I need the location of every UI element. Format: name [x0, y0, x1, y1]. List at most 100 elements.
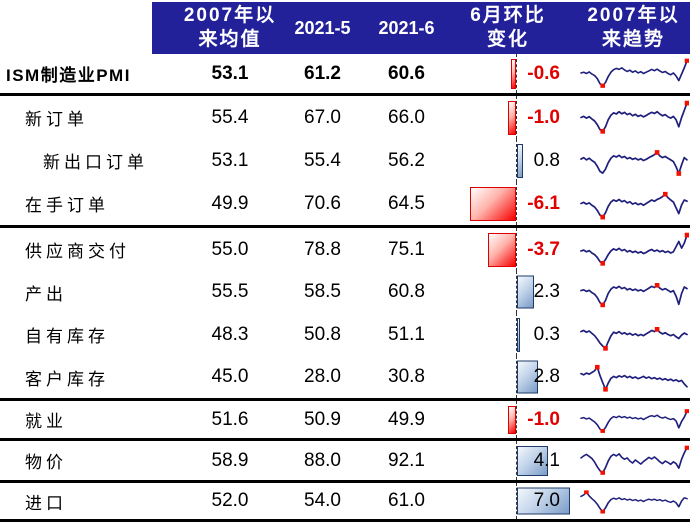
col-header-mom-change-line1: 6月环比: [470, 5, 546, 26]
mom-change-cell: 0.3: [448, 313, 577, 356]
extreme-marker: [599, 83, 605, 88]
value-avg: 48.3: [211, 323, 249, 345]
mom-change-cell: 0.8: [448, 139, 577, 182]
mom-change-value: 2.3: [533, 281, 560, 302]
extreme-marker: [599, 509, 605, 514]
value-m5: 67.0: [304, 106, 341, 128]
extreme-marker: [594, 364, 600, 370]
extreme-marker: [684, 445, 689, 450]
trend-sparkline-cell: [577, 313, 690, 356]
trend-sparkline: [579, 326, 688, 351]
mom-change-value: 4.1: [533, 449, 560, 471]
value-avg: 45.0: [211, 366, 249, 387]
extreme-marker: [654, 150, 659, 155]
value-avg: 52.0: [211, 490, 249, 511]
mom-change-bar: [517, 445, 549, 476]
table-header: 2007年以 来均值 2021-5 2021-6 6月环比 变化 2007年以 …: [0, 0, 690, 54]
table-row: 新订单 55.4 67.0 66.0 -1.0: [0, 96, 690, 139]
trend-sparkline: [579, 58, 689, 88]
col-header-avg-line2: 来均值: [198, 29, 262, 50]
zero-axis-line: [516, 441, 517, 480]
row-label: 在手订单: [25, 196, 109, 215]
mom-change-value: -1.0: [527, 408, 560, 430]
mom-change-cell: 2.3: [448, 271, 577, 313]
table-row: ISM制造业PMI 53.1 61.2 60.6 -0.6: [0, 54, 690, 93]
value-m5: 58.5: [304, 281, 341, 302]
value-m6: 60.8: [388, 281, 425, 302]
value-avg: 51.6: [211, 408, 249, 430]
mom-change-bar: [508, 100, 516, 135]
group-separator: [0, 398, 690, 401]
trend-sparkline-cell: [577, 356, 690, 398]
trend-sparkline: [579, 100, 689, 134]
col-header-avg-line1: 2007年以: [183, 5, 277, 26]
table-row: 在手订单 49.9 70.6 64.5 -6.1: [0, 182, 690, 225]
extreme-marker: [654, 326, 659, 332]
extreme-marker: [602, 345, 608, 351]
table-row: 新出口订单 53.1 55.4 56.2 0.8: [0, 139, 690, 182]
value-m5: 54.0: [304, 490, 341, 511]
mom-change-cell: 7.0: [448, 483, 577, 519]
zero-axis-line: [516, 401, 517, 438]
value-avg: 49.9: [211, 192, 249, 214]
zero-axis-line: [516, 356, 517, 398]
trend-sparkline: [579, 445, 689, 475]
extreme-marker: [684, 409, 689, 414]
zero-axis-line: [516, 182, 517, 225]
extreme-marker: [599, 260, 605, 266]
zero-axis-line: [516, 54, 517, 93]
row-label: 客户库存: [25, 369, 109, 389]
extreme-marker: [599, 428, 605, 433]
value-m5: 50.9: [304, 408, 341, 430]
value-m5: 78.8: [304, 238, 341, 260]
row-label: ISM制造业PMI: [6, 66, 131, 85]
col-header-trend-since-2007: 2007年以 来趋势: [577, 2, 690, 54]
row-label: 物价: [25, 453, 67, 472]
header-background: [152, 2, 690, 54]
trend-sparkline: [579, 150, 688, 176]
row-label: 供应商交付: [25, 242, 130, 261]
row-label: 进口: [25, 493, 67, 513]
row-label: 新订单: [25, 110, 88, 129]
table-body: ISM制造业PMI 53.1 61.2 60.6 -0.6 新订单 55.4 67.0 66.0…: [0, 54, 690, 522]
value-m5: 70.6: [304, 192, 341, 214]
col-header-trend-line2: 来趋势: [601, 29, 665, 50]
col-header-mom-change: 6月环比 变化: [448, 2, 568, 54]
col-header-2021-6: 2021-6: [378, 18, 435, 38]
table-row: 物价 58.9 88.0 92.1 4.1: [0, 441, 690, 480]
zero-axis-line: [516, 483, 517, 519]
extreme-marker: [583, 490, 589, 495]
extreme-marker: [602, 387, 608, 392]
value-m6: 30.8: [388, 366, 425, 387]
value-m5: 28.0: [304, 366, 341, 387]
mom-change-value: 2.8: [533, 366, 560, 387]
extreme-marker: [599, 470, 605, 475]
zero-axis-line: [516, 96, 517, 139]
table-row: 客户库存 45.0 28.0 30.8 2.8: [0, 356, 690, 398]
extreme-marker: [599, 214, 605, 220]
table-row: 供应商交付 55.0 78.8 75.1 -3.7: [0, 228, 690, 271]
mom-change-bar: [517, 275, 535, 309]
value-avg: 55.5: [211, 281, 249, 302]
trend-sparkline-cell: [577, 401, 690, 438]
zero-axis-line: [516, 228, 517, 271]
value-m6: 49.9: [388, 408, 425, 430]
mom-change-bar: [517, 487, 571, 515]
group-separator: [0, 480, 690, 483]
extreme-marker: [599, 302, 605, 308]
group-separator: [0, 225, 690, 228]
value-avg: 58.9: [211, 449, 249, 471]
mom-change-bar: [517, 360, 539, 394]
extreme-marker: [662, 191, 668, 197]
extreme-marker: [684, 58, 689, 63]
mom-change-bar: [517, 143, 524, 178]
value-avg: 55.4: [211, 106, 249, 128]
value-m6: 61.0: [388, 490, 425, 511]
mom-change-value: -1.0: [527, 106, 560, 128]
trend-sparkline-cell: [577, 483, 690, 519]
group-separator: [0, 519, 690, 522]
value-m5: 55.4: [304, 149, 341, 171]
extreme-marker: [676, 171, 681, 176]
value-avg: 53.1: [211, 149, 249, 171]
extreme-marker: [654, 283, 659, 288]
